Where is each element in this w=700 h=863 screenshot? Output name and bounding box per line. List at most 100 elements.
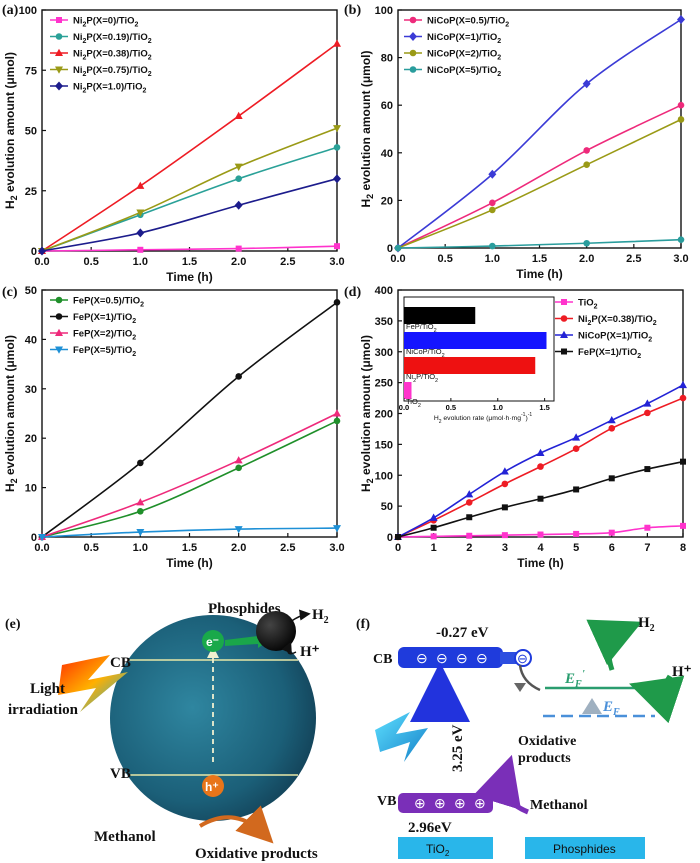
data-point bbox=[644, 524, 651, 531]
legend-marker bbox=[409, 66, 417, 73]
panel-c-chart: (c) 0.0 0.5 1.0 1.5 2.0 2.5 3.0 0 10 20 30 40 50 Time … bbox=[2, 285, 345, 570]
y-tick-label: 60 bbox=[381, 100, 393, 112]
data-point bbox=[608, 529, 615, 536]
label-part: 2 bbox=[132, 351, 136, 358]
label-part: FeP(X=5)/TiO bbox=[73, 345, 132, 356]
data-point bbox=[583, 239, 590, 247]
label-part: NiCoP(X=1)/TiO bbox=[578, 331, 648, 342]
inset-bar-label: TiO2 bbox=[406, 397, 421, 409]
data-point bbox=[677, 15, 685, 25]
data-point bbox=[334, 243, 340, 250]
label-part: 2 bbox=[418, 403, 421, 409]
phosphides-label: Phosphides bbox=[208, 601, 281, 617]
tio2-tab-label: TiO2 bbox=[426, 842, 450, 858]
data-point bbox=[680, 522, 686, 529]
legend-label: FeP(X=0.5)/TiO2 bbox=[73, 296, 144, 309]
label-part: P(X=0.75)/TiO bbox=[86, 65, 147, 76]
y-tick-label: 400 bbox=[375, 285, 393, 297]
series-line bbox=[41, 43, 338, 252]
label-part: P(X=0)/TiO bbox=[86, 16, 134, 27]
label-part: 2 bbox=[142, 88, 146, 95]
x-tick-label: 4 bbox=[537, 542, 544, 554]
inset-bar-label: Ni2P/TiO2 bbox=[406, 372, 438, 384]
x-axis-label: Time (h) bbox=[166, 270, 212, 284]
series-line bbox=[41, 420, 338, 538]
electron-transfer-arrowhead bbox=[514, 683, 526, 692]
x-tick-label: 2.5 bbox=[280, 256, 295, 268]
data-point bbox=[333, 39, 341, 47]
label-part: ·mg bbox=[509, 415, 521, 422]
label-part: 2 bbox=[83, 22, 87, 29]
light-label-line1: Light bbox=[30, 681, 65, 697]
hole-symbol: h⁺ bbox=[205, 780, 219, 794]
inset-bar bbox=[404, 332, 547, 349]
data-point bbox=[489, 242, 496, 250]
x-tick-label: 1.0 bbox=[133, 542, 148, 554]
cb-label-f: CB bbox=[373, 652, 392, 667]
panel-b-chart: (b) 0.0 0.5 1.0 1.5 2.0 2.5 3.0 0 20 40 60 80 100 Time… bbox=[344, 3, 689, 281]
plot-frame bbox=[41, 289, 338, 538]
panel-e-label: (e) bbox=[5, 617, 21, 632]
label-part: 2 bbox=[497, 38, 501, 45]
legend-marker bbox=[55, 33, 63, 40]
electron-symbol: e⁻ bbox=[206, 635, 219, 649]
data-point bbox=[234, 163, 243, 171]
label-part: 2 bbox=[435, 378, 438, 384]
data-point bbox=[501, 532, 508, 539]
light-label-line2: irradiation bbox=[8, 702, 79, 718]
label-part: H bbox=[3, 200, 17, 209]
y-tick-label: 100 bbox=[375, 470, 393, 482]
inset-bar-label: FeP/TiO2 bbox=[406, 322, 437, 334]
x-tick-label: 3.0 bbox=[673, 253, 688, 265]
label-part: evolution amount (μmol) bbox=[359, 50, 373, 193]
x-tick-label: 2.5 bbox=[280, 542, 295, 554]
label-part: 2 bbox=[132, 318, 136, 325]
legend-label: Ni2P(X=0.38)/TiO2 bbox=[578, 314, 657, 327]
light-bolt-icon-f bbox=[375, 712, 428, 762]
light-bolt-icon bbox=[58, 655, 128, 712]
y-tick-label: 200 bbox=[375, 409, 393, 421]
inset-tick-label: 0.0 bbox=[399, 403, 409, 412]
data-point bbox=[489, 206, 496, 214]
legend-label: FeP(X=5)/TiO2 bbox=[73, 345, 136, 358]
inset-bar bbox=[404, 307, 476, 324]
legend-label: FeP(X=1)/TiO2 bbox=[578, 347, 641, 360]
series-line bbox=[41, 146, 338, 252]
label-part: H bbox=[359, 199, 373, 208]
data-point bbox=[572, 433, 581, 441]
data-point bbox=[333, 299, 341, 306]
cb-electron-3: ⊖ bbox=[456, 650, 468, 666]
series-line bbox=[41, 127, 338, 252]
data-point bbox=[500, 467, 509, 475]
data-point bbox=[573, 486, 580, 493]
vb-energy-label: 2.96eV bbox=[408, 820, 452, 836]
series-line bbox=[41, 301, 338, 538]
ef-label: EF bbox=[602, 699, 620, 718]
y-tick-label: 25 bbox=[25, 186, 37, 198]
data-point bbox=[572, 445, 580, 452]
data-point bbox=[583, 147, 590, 154]
label-part: evolution amount (μmol) bbox=[3, 335, 17, 478]
x-tick-label: 1.0 bbox=[133, 256, 148, 268]
legend-marker bbox=[561, 299, 567, 305]
legend-label: NiCoP(X=5)/TiO2 bbox=[427, 65, 501, 78]
x-tick-label: 6 bbox=[609, 542, 615, 554]
label-part: 2 bbox=[83, 38, 87, 45]
x-axis-label: Time (h) bbox=[516, 267, 562, 281]
cb-electron-1: ⊖ bbox=[416, 650, 428, 666]
panel-label: (d) bbox=[344, 285, 361, 300]
legend-marker bbox=[55, 313, 63, 320]
legend-label: NiCoP(X=1)/TiO2 bbox=[578, 331, 652, 344]
legend-marker bbox=[409, 16, 417, 24]
phosphides-tab bbox=[525, 837, 645, 859]
data-point bbox=[234, 200, 243, 210]
methanol-label-f: Methanol bbox=[530, 798, 588, 813]
oxidative-line1-f: Oxidative bbox=[518, 734, 576, 749]
vb-label-e: VB bbox=[110, 766, 131, 782]
panel-f-label: (f) bbox=[356, 617, 370, 632]
data-point bbox=[333, 525, 341, 533]
series-line bbox=[41, 527, 338, 538]
data-point bbox=[136, 181, 145, 189]
hplus-reduction-arrow bbox=[629, 674, 685, 724]
label-part: P/TiO bbox=[416, 372, 435, 381]
